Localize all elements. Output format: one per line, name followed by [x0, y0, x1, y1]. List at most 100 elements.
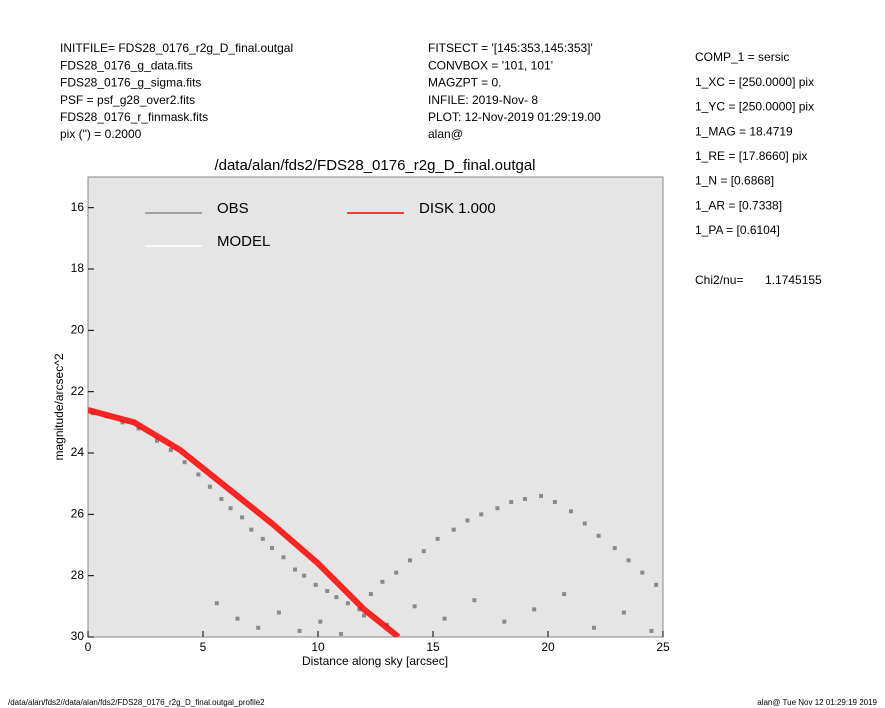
obs-point: [640, 570, 645, 575]
y-tick-label: 26: [71, 507, 85, 521]
info-text: 1_YC = [250.0000] pix: [695, 100, 814, 114]
obs-point: [228, 506, 233, 511]
obs-point: [552, 500, 557, 505]
obs-point: [442, 616, 447, 621]
info-text: FITSECT = '[145:353,145:353]': [428, 41, 593, 55]
obs-point: [318, 619, 323, 624]
info-text: 1_PA = [0.6104]: [695, 223, 780, 237]
obs-point: [562, 592, 567, 597]
footer-right: alan@ Tue Nov 12 01:29:19 2019: [757, 698, 877, 707]
chi-label: Chi2/nu=: [695, 273, 743, 287]
obs-point: [569, 509, 573, 514]
obs-point: [270, 546, 274, 551]
obs-point: [451, 527, 456, 532]
obs-point: [362, 613, 366, 618]
obs-point: [380, 579, 385, 584]
obs-point: [293, 567, 297, 572]
x-tick-label: 10: [311, 640, 325, 654]
obs-point: [465, 518, 470, 523]
y-tick-label: 22: [71, 384, 85, 398]
info-text: INITFILE= FDS28_0176_r2g_D_final.outgal: [60, 41, 293, 55]
legend-label: DISK 1.000: [419, 200, 496, 217]
info-text: MAGZPT = 0.: [428, 76, 501, 90]
x-tick-label: 5: [200, 640, 207, 654]
obs-point: [649, 628, 654, 633]
obs-point: [281, 555, 286, 560]
obs-point: [334, 595, 339, 600]
obs-point: [532, 607, 537, 612]
obs-point: [313, 582, 318, 587]
y-axis-label: magnitude/arcsec^2: [52, 353, 66, 460]
legend-label: OBS: [217, 200, 249, 217]
chart-title: /data/alan/fds2/FDS28_0176_r2g_D_final.o…: [214, 157, 535, 174]
obs-point: [182, 460, 187, 465]
obs-point: [539, 493, 544, 498]
info-text: 1_XC = [250.0000] pix: [695, 75, 814, 89]
obs-point: [302, 573, 307, 578]
info-text: FDS28_0176_g_data.fits: [60, 58, 193, 72]
obs-point: [297, 628, 302, 633]
obs-point: [207, 484, 212, 489]
info-text: COMP_1 = sersic: [695, 50, 789, 64]
chi-value: 1.1745155: [765, 273, 822, 287]
x-tick-label: 15: [426, 640, 440, 654]
plot-area: [87, 176, 664, 638]
obs-point: [523, 497, 527, 501]
info-text: FDS28_0176_g_sigma.fits: [60, 76, 201, 90]
obs-point: [502, 619, 507, 624]
obs-point: [345, 601, 350, 606]
info-text: INFILE: 2019-Nov- 8: [428, 93, 538, 107]
obs-point: [621, 610, 626, 615]
obs-point: [357, 607, 362, 612]
obs-point: [592, 625, 596, 630]
obs-point: [260, 536, 265, 541]
obs-point: [479, 512, 484, 517]
y-tick-label: 24: [71, 445, 85, 459]
plot-marks: [88, 407, 659, 637]
obs-point: [168, 447, 173, 452]
x-tick-label: 0: [85, 640, 92, 654]
obs-point: [219, 497, 224, 501]
obs-point: [249, 527, 254, 532]
info-text: 1_N = [0.6868]: [695, 174, 774, 188]
obs-point: [472, 598, 477, 603]
x-tick-label: 20: [541, 640, 555, 654]
obs-point: [626, 558, 631, 563]
info-text: 1_AR = [0.7338]: [695, 198, 782, 212]
info-text: PSF = psf_g28_over2.fits: [60, 93, 195, 107]
obs-point: [214, 601, 219, 606]
obs-point: [582, 521, 587, 526]
obs-point: [495, 506, 500, 511]
y-tick-label: 18: [71, 261, 85, 275]
obs-point: [368, 592, 373, 597]
obs-point: [240, 515, 245, 520]
profile-line: [88, 407, 401, 637]
obs-point: [155, 438, 159, 443]
y-tick-label: 16: [71, 200, 85, 214]
info-text: PLOT: 12-Nov-2019 01:29:19.00: [428, 110, 601, 124]
info-text: 1_MAG = 18.4719: [695, 124, 793, 138]
obs-point: [408, 558, 412, 563]
obs-point: [196, 472, 201, 477]
obs-point: [276, 610, 281, 615]
info-text: CONVBOX = '101, 101': [428, 58, 553, 72]
info-text: pix (") = 0.2000: [60, 127, 142, 141]
obs-point: [325, 589, 330, 593]
x-axis-label: Distance along sky [arcsec]: [302, 654, 448, 668]
obs-point: [509, 500, 514, 505]
obs-point: [654, 582, 659, 587]
x-tick-label: 25: [656, 640, 670, 654]
info-text: 1_RE = [17.8660] pix: [695, 149, 807, 163]
y-tick-label: 30: [71, 629, 85, 643]
obs-point: [256, 625, 261, 630]
y-tick-label: 20: [71, 323, 85, 337]
obs-point: [421, 549, 426, 554]
obs-point: [339, 631, 343, 636]
obs-point: [596, 533, 601, 538]
y-tick-label: 28: [71, 568, 85, 582]
info-text: alan@: [428, 127, 463, 141]
obs-point: [235, 616, 240, 621]
obs-point: [435, 536, 440, 541]
obs-point: [394, 570, 399, 575]
